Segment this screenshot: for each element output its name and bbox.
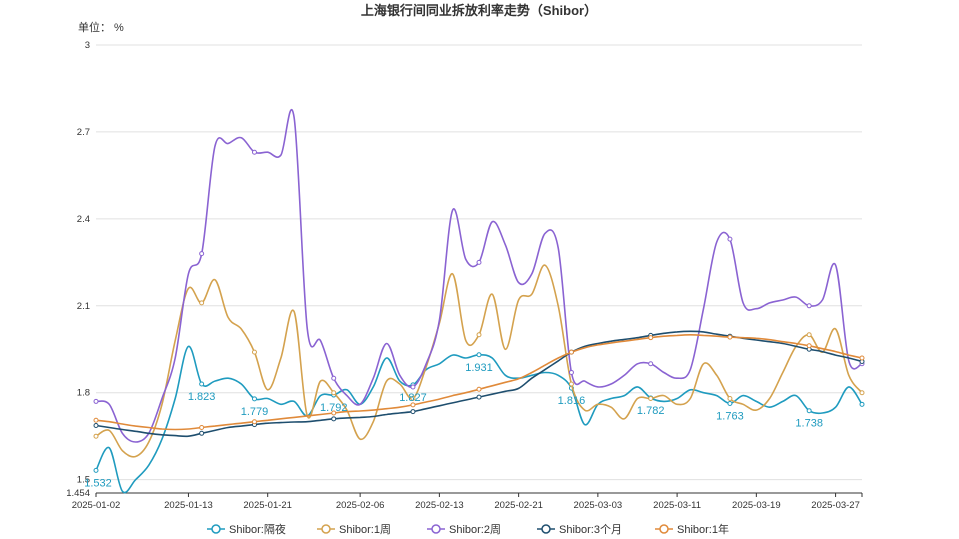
legend-item: Shibor:1周 — [317, 523, 391, 536]
y-tick-label: 1.8 — [77, 388, 90, 399]
data-point — [727, 400, 733, 406]
data-point — [568, 369, 574, 375]
data-label: 1.738 — [795, 418, 823, 430]
data-point — [199, 425, 205, 431]
series-line-2 — [95, 108, 863, 443]
x-tick-label: 2025-03-27 — [811, 500, 860, 511]
data-point — [331, 416, 337, 422]
data-point — [476, 386, 482, 392]
data-point — [859, 390, 865, 396]
data-point — [727, 396, 733, 402]
data-point — [93, 398, 99, 404]
legend-item: Shibor:隔夜 — [207, 522, 286, 536]
data-point — [476, 394, 482, 400]
x-tick-label: 2025-03-19 — [732, 500, 781, 511]
data-point — [199, 381, 205, 387]
data-label: 1.931 — [465, 362, 493, 374]
data-point — [806, 332, 812, 338]
legend: Shibor:隔夜 Shibor:1周 Shibor:2周 Shibor:3个月 Shi… — [207, 522, 729, 536]
x-tick-label: 2025-03-11 — [653, 500, 701, 511]
legend-marker — [321, 524, 331, 534]
legend-marker — [541, 524, 551, 534]
legend-label: Shibor:1年 — [677, 522, 729, 536]
y-tick-label: 2.7 — [77, 127, 90, 138]
data-point — [93, 422, 99, 428]
data-point — [806, 408, 812, 414]
data-point — [410, 384, 416, 390]
y-tick-label: 1.454 — [66, 488, 90, 499]
x-tick-label: 2025-02-06 — [336, 500, 385, 511]
data-label: 1.792 — [320, 402, 348, 414]
data-label: 1.816 — [558, 395, 586, 407]
data-point — [410, 409, 416, 415]
data-point — [93, 417, 99, 423]
unit-label: 单位： % — [78, 20, 124, 34]
data-label: 1.779 — [241, 406, 269, 418]
data-point — [251, 149, 257, 155]
series-line-1 — [95, 264, 863, 458]
legend-item: Shibor:2周 — [427, 523, 501, 536]
data-label: 1.823 — [188, 391, 216, 403]
series-lines — [93, 108, 865, 494]
x-tick-label: 2025-02-21 — [494, 500, 543, 511]
data-point — [727, 334, 733, 340]
data-point — [331, 375, 337, 381]
legend-label: Shibor:2周 — [449, 523, 501, 536]
data-point — [251, 396, 257, 402]
x-tick-label: 2025-01-13 — [164, 500, 213, 511]
data-point — [199, 430, 205, 436]
data-label: 1.532 — [84, 477, 112, 489]
y-tick-label: 3 — [85, 40, 90, 51]
chart-title: 上海银行间同业拆放利率走势（Shibor） — [361, 3, 597, 18]
data-point — [410, 396, 416, 402]
data-point — [251, 349, 257, 355]
axes: 1.454 1.5 1.8 2.1 2.4 2.7 3 2025-01-02 2025-01-1… — [66, 40, 863, 511]
data-point — [859, 401, 865, 407]
data-point — [727, 236, 733, 242]
legend-marker — [659, 524, 669, 534]
data-point — [476, 352, 482, 358]
data-label: 1.827 — [399, 392, 427, 404]
data-point — [410, 402, 416, 408]
legend-marker — [431, 524, 441, 534]
data-label: 1.763 — [716, 410, 744, 422]
data-point — [648, 335, 654, 341]
data-labels: 1.532 1.779 1.792 1.827 1.931 1.816 1.782 1.763… — [84, 362, 823, 490]
data-point — [476, 332, 482, 338]
x-tick-label: 2025-02-13 — [415, 500, 464, 511]
data-point — [331, 410, 337, 416]
data-point — [199, 251, 205, 257]
data-point — [251, 419, 257, 425]
data-point — [568, 381, 574, 387]
legend-item: Shibor:1年 — [655, 522, 729, 536]
y-tick-label: 1.5 — [77, 475, 90, 486]
x-tick-label: 2025-01-21 — [243, 500, 292, 511]
legend-label: Shibor:3个月 — [559, 523, 622, 536]
data-point — [93, 433, 99, 439]
data-point — [648, 361, 654, 367]
legend-label: Shibor:1周 — [339, 523, 391, 536]
legend-label: Shibor:隔夜 — [229, 522, 286, 536]
data-point — [93, 467, 99, 473]
legend-item: Shibor:3个月 — [537, 523, 622, 536]
data-point — [648, 396, 654, 402]
data-label: 1.782 — [637, 405, 665, 417]
legend-marker — [211, 524, 221, 534]
data-point — [199, 300, 205, 306]
x-tick-label: 2025-01-02 — [72, 500, 121, 511]
data-point — [331, 390, 337, 396]
data-point — [568, 349, 574, 355]
data-point — [859, 355, 865, 361]
data-point — [806, 343, 812, 349]
y-tick-label: 2.1 — [77, 301, 90, 312]
data-point — [806, 303, 812, 309]
data-point — [476, 259, 482, 265]
x-tick-label: 2025-03-03 — [574, 500, 623, 511]
y-tick-label: 2.4 — [77, 214, 90, 225]
series-line-4 — [95, 333, 863, 431]
